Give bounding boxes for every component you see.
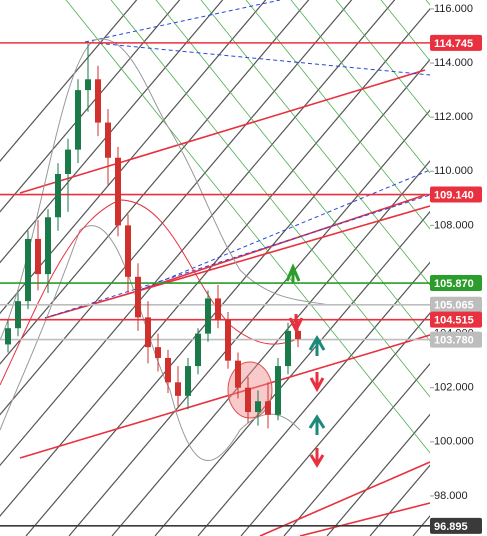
trend-line <box>19 334 431 459</box>
price-tag <box>430 275 482 292</box>
price-tag-label: 105.870 <box>434 278 474 290</box>
fan-line <box>0 0 439 517</box>
candle-body <box>285 330 291 367</box>
grid-fan-line <box>65 0 487 525</box>
y-tick-label: 114.000 <box>434 57 473 69</box>
candle-body <box>75 90 81 150</box>
channel-line <box>139 169 431 291</box>
candle-body <box>105 122 111 158</box>
up-arrow <box>308 414 326 435</box>
down-arrow <box>309 372 325 393</box>
trend-line <box>44 205 431 319</box>
channel-line <box>44 194 431 319</box>
candle-body <box>115 157 121 226</box>
y-tick-label: 98.000 <box>434 490 468 502</box>
channel-line <box>84 41 431 76</box>
price-axis-labels: 116.000114.000112.000110.000108.000106.0… <box>430 3 482 534</box>
candle-body <box>135 276 141 318</box>
trend-line <box>139 194 426 291</box>
fan-line <box>0 0 353 416</box>
candle-body <box>125 225 131 277</box>
candle-body <box>205 298 211 334</box>
price-tag <box>430 34 482 51</box>
candle-body <box>185 366 191 396</box>
y-tick-label: 112.000 <box>434 111 473 123</box>
fan-line <box>0 0 310 365</box>
fan-line <box>154 143 487 536</box>
candle-body <box>5 328 11 345</box>
candle-body <box>65 149 71 174</box>
candle-body <box>215 298 221 321</box>
candles <box>5 44 301 429</box>
fan-line <box>0 0 181 213</box>
up-arrow <box>285 263 301 283</box>
candle-body <box>165 357 171 383</box>
bollinger-band <box>0 225 301 461</box>
trend-line <box>19 69 426 194</box>
down-arrow <box>288 314 304 334</box>
grid-fan-line <box>335 0 487 189</box>
candle-body <box>275 366 281 415</box>
fan-line <box>326 346 487 536</box>
trend-line <box>259 461 431 536</box>
fan-line <box>283 295 487 536</box>
y-tick-label: 100.000 <box>434 436 474 448</box>
candle-body <box>55 173 61 218</box>
y-tick-label: 110.000 <box>434 165 473 177</box>
candle-body <box>25 238 31 302</box>
price-axis <box>430 0 487 536</box>
price-tag-label: 96.895 <box>434 521 468 533</box>
down-arrow <box>309 448 325 468</box>
channel-line <box>84 0 281 43</box>
candle-body <box>45 217 51 275</box>
signal-arrows <box>285 263 326 468</box>
fan-line <box>0 0 138 162</box>
y-tick-label: 116.000 <box>434 3 473 15</box>
price-tag-label: 114.745 <box>434 38 473 50</box>
candle-body <box>295 330 301 340</box>
candle-body <box>15 301 21 329</box>
candle-body <box>245 387 251 413</box>
bollinger-band <box>0 38 331 341</box>
up-arrow <box>308 335 326 356</box>
price-tag <box>430 311 482 328</box>
price-tag <box>430 296 482 313</box>
grid-fan-line <box>155 0 487 413</box>
candle-body <box>175 382 181 396</box>
candle-body <box>155 347 161 358</box>
price-tag <box>430 331 482 348</box>
candle-body <box>195 333 201 367</box>
fan-line <box>0 0 396 467</box>
candle-body <box>235 360 241 388</box>
price-tag <box>430 517 482 534</box>
fan-line <box>0 0 224 264</box>
y-tick-label: 102.000 <box>434 382 474 394</box>
grid-fan-line <box>290 0 487 245</box>
grid-fan-line <box>200 0 487 357</box>
price-tag-label: 105.065 <box>434 300 474 312</box>
candle-body <box>225 320 231 361</box>
y-tick-label: 108.000 <box>434 219 474 231</box>
price-tag-label: 104.515 <box>434 315 474 327</box>
price-tag-label: 109.140 <box>434 189 474 201</box>
price-tag-label: 103.780 <box>434 334 474 346</box>
candle-body <box>255 401 261 413</box>
fan-line <box>111 92 487 536</box>
candle-body <box>85 79 91 91</box>
candle-body <box>35 238 41 275</box>
candle-body <box>95 79 101 123</box>
price-tag <box>430 186 482 203</box>
candle-body <box>265 401 271 415</box>
trend-line <box>299 502 431 536</box>
candle-body <box>145 317 151 348</box>
